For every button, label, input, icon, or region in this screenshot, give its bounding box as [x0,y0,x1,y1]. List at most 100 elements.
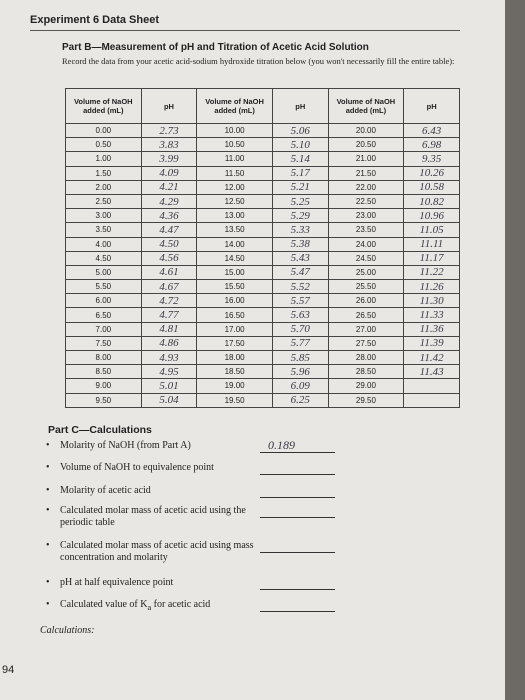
table-cell: 11.43 [403,364,460,380]
table-cell: 24.50 [327,250,405,266]
table-cell: 11.36 [403,321,460,337]
table-cell: 6.50 [65,307,142,323]
part-c-title: Part C—Calculations [48,424,152,436]
table-cell: 5.85 [271,349,329,366]
answer: 0.189 [268,438,295,452]
table-cell: 23.50 [327,222,405,238]
table-cell: 25.50 [327,279,405,295]
table-cell [403,378,460,394]
page-number: 94 [2,664,15,676]
table-cell: 3.00 [65,208,142,224]
table-cell: 5.25 [271,193,329,210]
table-cell: 4.47 [140,222,198,238]
table-cell: 5.77 [271,335,329,352]
table-cell: 11.50 [196,165,273,181]
table-cell: 5.33 [271,222,329,238]
table-cell: 4.61 [140,264,198,281]
answer-line [260,589,335,590]
table-row: 2.00 4.21 12.00 5.21 22.00 10.58 [65,179,460,195]
table-cell: 0.00 [65,122,142,139]
table-cell: 2.50 [65,193,142,210]
table-cell: 26.50 [327,307,405,323]
answer-line [260,611,335,612]
table-cell: 4.93 [140,349,198,366]
table-cell: 15.00 [196,264,273,281]
table-cell: 5.96 [271,364,329,380]
table-row: 3.50 4.47 13.50 5.33 23.50 11.05 [65,222,460,238]
table-cell: 13.00 [196,208,273,224]
table-cell: 5.63 [271,307,329,323]
table-cell: 4.67 [140,279,198,295]
calc-item: Molarity of NaOH (from Part A) [46,440,260,452]
table-cell: 11.17 [403,250,460,266]
calculations-label: Calculations: [40,625,95,636]
table-cell: 5.29 [271,208,329,224]
table-cell: 10.00 [196,122,273,139]
header-row: Volume of NaOH added (mL) pH Volume of NaO… [65,88,460,124]
column-header: Volume of NaOH added (mL) [196,88,273,124]
table-cell: 8.50 [65,364,142,380]
table-cell: 3.83 [140,137,198,153]
table-cell: 4.09 [140,165,198,181]
table-cell: 5.43 [271,250,329,266]
table-row: 1.50 4.09 11.50 5.17 21.50 10.26 [65,165,460,181]
table-cell: 4.00 [65,236,142,252]
table-row: 2.50 4.29 12.50 5.25 22.50 10.82 [65,193,460,210]
rule [30,30,460,31]
table-row: 8.50 4.95 18.50 5.96 28.50 11.43 [65,364,460,380]
table-cell: 5.14 [271,151,329,167]
item-label: pH at half equivalence point [60,577,174,588]
table-cell: 4.36 [140,208,198,224]
column-header: pH [140,88,198,124]
table-row: 0.50 3.83 10.50 5.10 20.50 6.98 [65,137,460,153]
table-cell: 10.82 [403,193,460,210]
table-cell: 13.50 [196,222,273,238]
table-row: 6.50 4.77 16.50 5.63 26.50 11.33 [65,307,460,323]
table-cell: 18.50 [196,364,273,380]
table-cell [403,392,460,408]
table-cell: 6.43 [403,122,460,139]
table-cell: 4.56 [140,250,198,266]
table-cell: 6.98 [403,137,460,153]
answer-line [260,552,335,553]
table-row: 1.00 3.99 11.00 5.14 21.00 9.35 [65,151,460,167]
table-cell: 10.96 [403,208,460,224]
table-row: 9.00 5.01 19.00 6.09 29.00 [65,378,460,394]
table-cell: 11.33 [403,307,460,323]
table-cell: 1.00 [65,151,142,167]
table-cell: 11.22 [403,264,460,281]
table-cell: 5.50 [65,279,142,295]
table-cell: 10.58 [403,179,460,195]
table-row: 6.00 4.72 16.00 5.57 26.00 11.30 [65,293,460,309]
column-header: Volume of NaOH added (mL) [327,88,405,124]
table-cell: 6.25 [271,392,329,408]
table-cell: 22.50 [327,193,405,210]
table-cell: 5.52 [271,279,329,295]
table-cell: 4.72 [140,293,198,309]
sheet-title: Experiment 6 Data Sheet [30,14,159,26]
item-label: Calculated molar mass of acetic acid usi… [60,505,246,528]
table-cell: 7.00 [65,321,142,337]
table-cell: 2.73 [140,122,198,139]
instruction: Record the data from your acetic acid-so… [62,56,455,66]
table-cell: 3.50 [65,222,142,238]
table-cell: 4.95 [140,364,198,380]
table-cell: 14.00 [196,236,273,252]
table-cell: 12.50 [196,193,273,210]
table-cell: 11.26 [403,279,460,295]
table-cell: 5.57 [271,293,329,309]
table-cell: 16.00 [196,293,273,309]
table-cell: 4.50 [140,236,198,252]
table-cell: 12.00 [196,179,273,195]
calc-item: pH at half equivalence point [46,577,260,589]
table-cell: 5.17 [271,165,329,181]
table-cell: 5.38 [271,236,329,252]
table-cell: 11.39 [403,335,460,352]
table-cell: 5.47 [271,264,329,281]
table-cell: 23.00 [327,208,405,224]
table-cell: 9.50 [65,392,142,408]
table-cell: 22.00 [327,179,405,195]
table-cell: 5.10 [271,137,329,153]
table-cell: 11.11 [403,236,460,252]
